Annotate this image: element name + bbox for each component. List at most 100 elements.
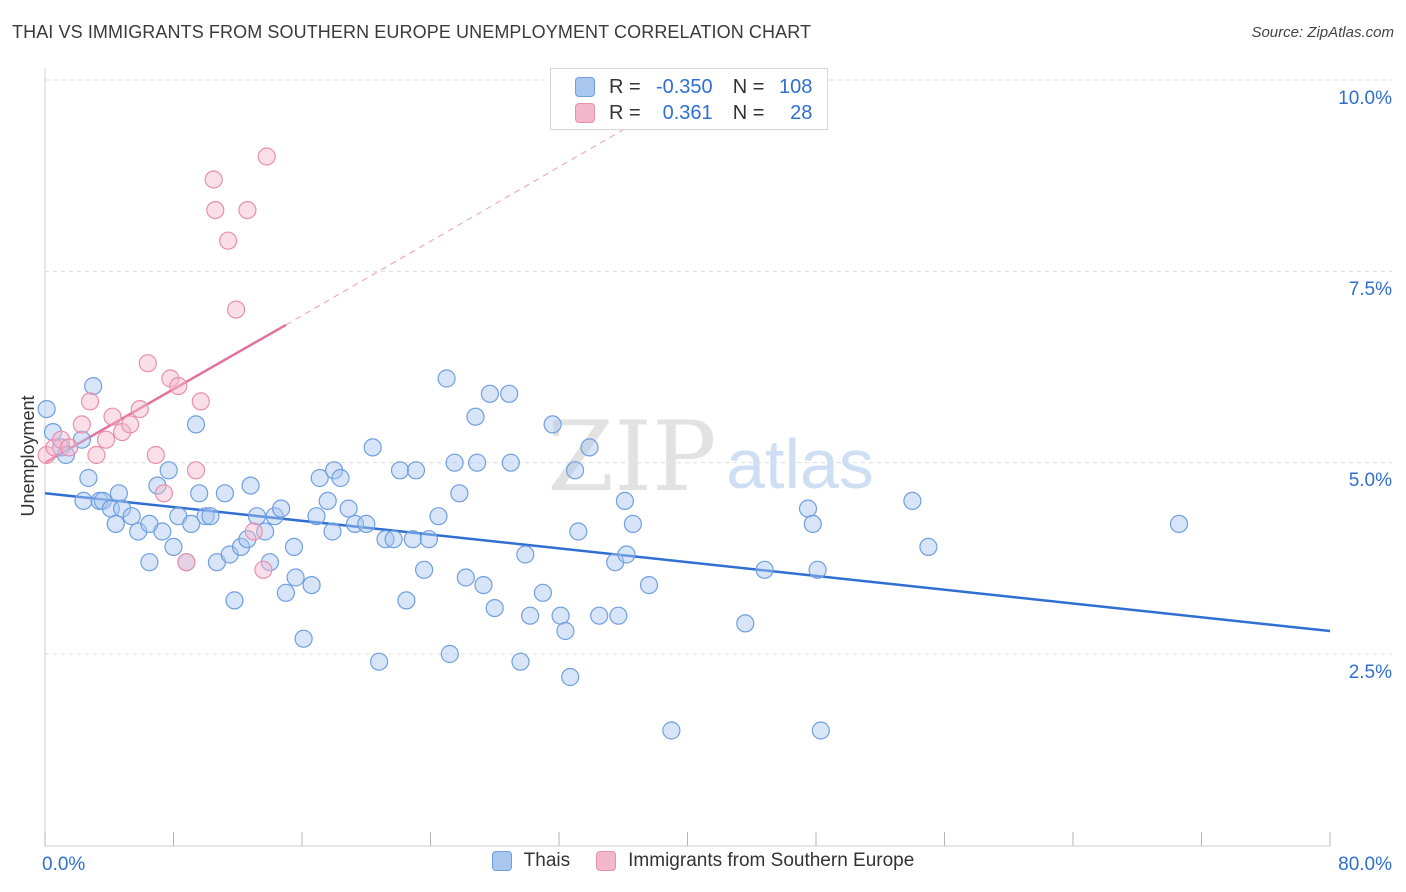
point-southern-europe — [169, 377, 188, 396]
stats-legend: R = -0.350 N = 108 R = 0.361 N = 28 — [550, 68, 828, 130]
watermark-atlas: atlas — [726, 425, 874, 503]
point-thais — [363, 438, 382, 457]
point-thais — [276, 583, 295, 602]
point-thais — [437, 369, 456, 388]
trend-line-thais — [44, 492, 1331, 633]
n-label: N = — [732, 75, 765, 98]
r-value-southern-europe: 0.361 — [662, 101, 713, 124]
chart-title: THAI VS IMMIGRANTS FROM SOUTHERN EUROPE … — [12, 22, 812, 42]
point-thais — [755, 560, 774, 579]
point-thais — [662, 721, 681, 740]
point-thais — [450, 484, 469, 503]
point-southern-europe — [177, 553, 196, 572]
point-southern-europe — [254, 560, 273, 579]
point-thais — [590, 606, 609, 625]
stats-swatch-southern-europe — [575, 103, 595, 123]
point-thais — [357, 514, 376, 534]
legend-label-southern-europe: Immigrants from Southern Europe — [628, 850, 915, 871]
point-thais — [556, 621, 575, 641]
watermark-zip: ZIP — [547, 401, 716, 513]
point-southern-europe — [87, 445, 106, 465]
stats-row-thais: R = -0.350 N = 108 — [575, 75, 812, 99]
point-thais — [106, 514, 125, 534]
point-thais — [390, 461, 410, 480]
point-thais — [511, 652, 530, 671]
point-thais — [639, 575, 659, 595]
point-thais — [501, 453, 520, 472]
point-thais — [37, 400, 56, 419]
point-southern-europe — [238, 201, 257, 220]
point-thais — [445, 453, 464, 472]
point-thais — [480, 384, 499, 403]
point-thais — [140, 553, 159, 572]
point-thais — [302, 575, 321, 595]
point-thais — [284, 537, 304, 557]
point-southern-europe — [121, 415, 140, 434]
point-thais — [466, 407, 485, 426]
point-thais — [580, 438, 599, 457]
point-thais — [903, 491, 922, 510]
y-tick-label-2-5: 2.5% — [1349, 662, 1392, 683]
point-thais — [543, 415, 562, 434]
axes — [44, 68, 1331, 847]
point-thais — [265, 507, 284, 526]
point-southern-europe — [227, 300, 246, 319]
n-value-thais: 108 — [779, 75, 813, 98]
point-thais — [403, 530, 422, 549]
legend-swatch-thais — [491, 851, 512, 871]
point-thais — [569, 522, 588, 541]
point-thais — [79, 468, 98, 488]
point-thais — [74, 491, 93, 510]
point-thais — [384, 530, 403, 549]
point-thais — [456, 568, 475, 587]
point-thais — [485, 598, 504, 618]
stats-row-southern-europe: R = 0.361 N = 28 — [575, 101, 812, 125]
point-southern-europe — [72, 415, 92, 434]
legend-item-southern-europe[interactable]: Immigrants from Southern Europe — [596, 850, 914, 872]
point-thais — [609, 606, 628, 625]
point-thais — [159, 461, 178, 480]
point-thais — [1169, 514, 1189, 534]
point-thais — [736, 614, 755, 633]
point-southern-europe — [80, 392, 100, 411]
trend-line-southern-europe-extension — [285, 129, 624, 326]
point-thais — [241, 476, 260, 495]
n-label: N = — [732, 101, 765, 124]
point-thais — [201, 507, 220, 526]
point-thais — [247, 507, 267, 526]
point-thais — [190, 484, 209, 503]
x-tick-label-max: 80.0% — [1338, 854, 1392, 875]
gridlines — [45, 79, 1392, 655]
point-thais — [397, 591, 416, 610]
trend-lines — [44, 129, 1331, 633]
point-thais — [286, 568, 305, 587]
point-thais — [122, 507, 141, 526]
point-thais — [310, 468, 329, 488]
point-thais — [164, 537, 183, 557]
point-thais — [294, 629, 313, 648]
point-thais — [798, 499, 818, 518]
point-thais — [406, 461, 426, 480]
point-thais — [196, 507, 215, 526]
point-thais — [84, 377, 103, 396]
point-thais — [440, 644, 459, 664]
point-thais — [182, 514, 201, 534]
series-legend: Thais Immigrants from Southern Europe — [0, 850, 1406, 872]
legend-item-thais[interactable]: Thais — [491, 850, 571, 872]
point-southern-europe — [96, 430, 116, 449]
point-thais — [272, 499, 291, 518]
legend-label-thais: Thais — [523, 850, 571, 871]
trend-line-southern-europe — [44, 323, 287, 464]
point-thais — [811, 721, 830, 740]
point-thais — [186, 415, 206, 434]
point-thais — [331, 468, 350, 488]
point-thais — [370, 652, 389, 671]
point-southern-europe — [146, 445, 165, 465]
point-southern-europe — [244, 522, 263, 541]
point-thais — [429, 507, 448, 526]
point-thais — [520, 606, 540, 625]
stats-swatch-thais — [575, 77, 595, 97]
point-thais — [615, 491, 635, 510]
point-thais — [500, 384, 519, 403]
